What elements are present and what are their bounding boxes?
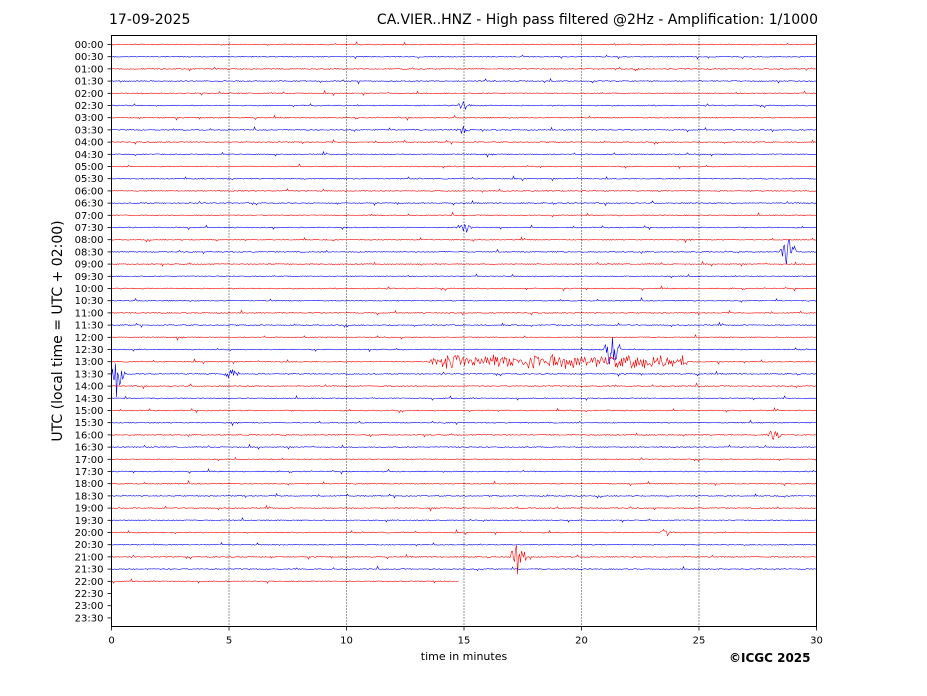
trace-row-0000 bbox=[111, 41, 817, 46]
x-tick-label-10: 10 bbox=[340, 636, 353, 647]
trace-row-1700 bbox=[111, 456, 817, 462]
y-tick-label-2230: 22:30 bbox=[75, 589, 104, 600]
trace-row-1930 bbox=[111, 517, 817, 523]
y-tick-label-1600: 16:00 bbox=[75, 430, 104, 441]
y-tick-label-2030: 20:30 bbox=[75, 540, 104, 551]
y-tick-label-0300: 03:00 bbox=[75, 113, 104, 124]
trace-row-1830 bbox=[111, 492, 817, 499]
trace-row-2200 bbox=[111, 578, 459, 584]
y-tick-label-0930: 09:30 bbox=[75, 272, 104, 283]
trace-row-0300 bbox=[111, 114, 817, 121]
y-tick-label-2200: 22:00 bbox=[75, 577, 104, 588]
x-tick-label-25: 25 bbox=[693, 636, 706, 647]
y-tick-label-0000: 00:00 bbox=[75, 40, 104, 51]
trace-row-1330 bbox=[111, 363, 817, 398]
x-tick-label-20: 20 bbox=[575, 636, 588, 647]
y-tick-label-1300: 13:00 bbox=[75, 357, 104, 368]
y-tick-label-0900: 09:00 bbox=[75, 260, 104, 271]
x-tick-label-15: 15 bbox=[458, 636, 471, 647]
y-axis-label: UTC (local time = UTC + 02:00) bbox=[50, 220, 66, 441]
trace-row-1500 bbox=[111, 406, 817, 414]
y-tick-label-1530: 15:30 bbox=[75, 418, 104, 429]
y-tick-label-1330: 13:30 bbox=[75, 369, 104, 380]
y-tick-label-1000: 10:00 bbox=[75, 284, 104, 295]
trace-row-0700 bbox=[111, 211, 817, 218]
trace-row-2030 bbox=[111, 541, 817, 547]
y-tick-label-0800: 08:00 bbox=[75, 235, 104, 246]
trace-row-0530 bbox=[111, 175, 817, 182]
y-tick-label-0530: 05:30 bbox=[75, 174, 104, 185]
y-tick-label-2130: 21:30 bbox=[75, 565, 104, 576]
trace-row-0400 bbox=[111, 139, 817, 145]
y-tick-label-0100: 01:00 bbox=[75, 64, 104, 75]
x-axis-label: time in minutes bbox=[421, 650, 508, 663]
y-tick-label-0830: 08:30 bbox=[75, 247, 104, 258]
trace-row-1800 bbox=[111, 479, 817, 487]
y-tick-label-0230: 02:30 bbox=[75, 101, 104, 112]
y-tick-label-1500: 15:00 bbox=[75, 406, 104, 417]
y-tick-label-1430: 14:30 bbox=[75, 394, 104, 405]
trace-row-2100 bbox=[111, 545, 817, 575]
y-tick-label-1030: 10:30 bbox=[75, 296, 104, 307]
x-tick-label-30: 30 bbox=[810, 636, 823, 647]
y-tick-label-0130: 01:30 bbox=[75, 77, 104, 88]
y-tick-label-2300: 23:00 bbox=[75, 601, 104, 612]
y-tick-label-0400: 04:00 bbox=[75, 138, 104, 149]
y-tick-label-1130: 11:30 bbox=[75, 321, 104, 332]
y-tick-label-1730: 17:30 bbox=[75, 467, 104, 478]
y-tick-label-2330: 23:30 bbox=[75, 613, 104, 624]
trace-row-2130 bbox=[111, 565, 817, 572]
trace-row-2000 bbox=[111, 528, 817, 537]
y-tick-label-1830: 18:30 bbox=[75, 491, 104, 502]
trace-row-1430 bbox=[111, 395, 817, 401]
y-tick-label-0600: 06:00 bbox=[75, 186, 104, 197]
y-tick-label-1400: 14:00 bbox=[75, 382, 104, 393]
trace-row-1130 bbox=[111, 321, 817, 328]
chart-title: CA.VIER..HNZ - High pass filtered @2Hz -… bbox=[376, 12, 818, 28]
trace-row-1900 bbox=[111, 504, 817, 512]
y-tick-label-1230: 12:30 bbox=[75, 345, 104, 356]
grid-lines bbox=[228, 35, 700, 627]
x-tick-label-5: 5 bbox=[226, 636, 232, 647]
trace-row-0330 bbox=[111, 125, 817, 134]
y-tick-label-0630: 06:30 bbox=[75, 199, 104, 210]
y-tick-label-1700: 17:00 bbox=[75, 455, 104, 466]
y-tick-label-1100: 11:00 bbox=[75, 308, 104, 319]
trace-row-1300 bbox=[111, 354, 817, 370]
y-tick-label-0500: 05:00 bbox=[75, 162, 104, 173]
trace-row-1400 bbox=[111, 382, 817, 390]
plot-frame bbox=[111, 35, 817, 627]
trace-row-0500 bbox=[111, 163, 817, 170]
y-tick-label-1200: 12:00 bbox=[75, 333, 104, 344]
y-tick-label-0700: 07:00 bbox=[75, 211, 104, 222]
copyright-label: ©ICGC 2025 bbox=[729, 651, 811, 665]
y-tick-label-0430: 04:30 bbox=[75, 150, 104, 161]
trace-row-0430 bbox=[111, 150, 817, 158]
trace-row-0630 bbox=[111, 199, 817, 207]
y-tick-label-1930: 19:30 bbox=[75, 516, 104, 527]
x-tick-label-0: 0 bbox=[108, 636, 114, 647]
y-tick-label-0030: 00:30 bbox=[75, 52, 104, 63]
chart-date: 17-09-2025 bbox=[109, 12, 191, 28]
y-tick-label-1630: 16:30 bbox=[75, 443, 104, 454]
y-tick-label-2000: 20:00 bbox=[75, 528, 104, 539]
trace-row-1230 bbox=[111, 337, 817, 365]
y-tick-label-2100: 21:00 bbox=[75, 552, 104, 563]
trace-row-1200 bbox=[111, 334, 817, 341]
x-axis: 0 5 10 15 20 25 30 bbox=[108, 626, 823, 647]
trace-row-0930 bbox=[111, 273, 817, 279]
y-tick-label-1900: 19:00 bbox=[75, 504, 104, 515]
y-tick-label-1800: 18:00 bbox=[75, 479, 104, 490]
trace-row-1100 bbox=[111, 309, 817, 316]
y-tick-label-0730: 07:30 bbox=[75, 223, 104, 234]
trace-row-0600 bbox=[111, 188, 817, 193]
y-tick-label-0330: 03:30 bbox=[75, 125, 104, 136]
y-tick-label-0200: 02:00 bbox=[75, 89, 104, 100]
